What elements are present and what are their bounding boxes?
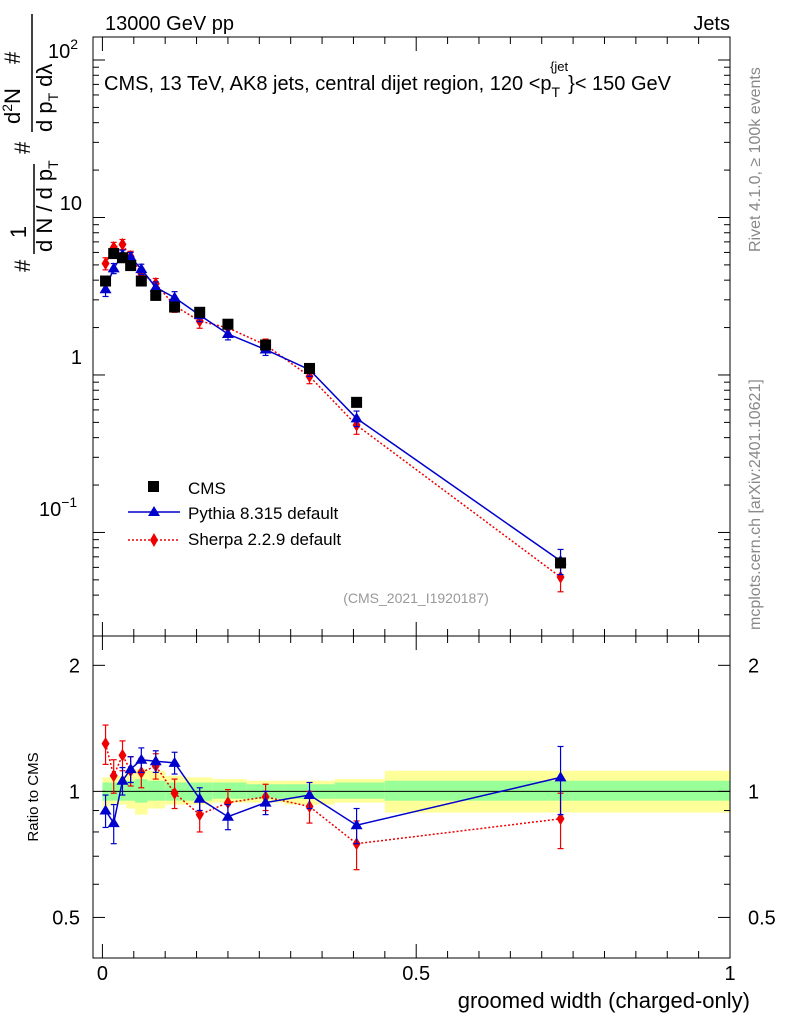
xtick-label: 0.5 bbox=[402, 963, 430, 985]
ratio-ytick-label: 2 bbox=[69, 655, 80, 677]
pythia-point bbox=[107, 262, 120, 273]
ratio-pythia-point bbox=[554, 771, 567, 782]
ratio-marks bbox=[99, 724, 567, 871]
x-axis-label: groomed width (charged-only) bbox=[458, 988, 750, 1013]
svg-text:d pTdλ: d pTdλ bbox=[32, 64, 61, 132]
ratio-pythia-point bbox=[124, 763, 137, 774]
cms-point bbox=[116, 252, 128, 264]
ratio-sherpa-point bbox=[118, 748, 127, 762]
main-ticks bbox=[93, 37, 731, 636]
pythia-point bbox=[99, 283, 112, 294]
ratio-ticks bbox=[93, 636, 731, 958]
ratio-band-inner bbox=[334, 782, 385, 799]
ratio-band-inner bbox=[147, 780, 166, 801]
ratio-pythia-point bbox=[259, 796, 272, 807]
mcplots-label: mcplots.cern.ch [arXiv:2401.10621] bbox=[747, 379, 764, 630]
pythia-point bbox=[149, 281, 162, 292]
ratio-pythia-point bbox=[135, 753, 148, 764]
svg-text:1: 1 bbox=[6, 226, 31, 238]
ratio-sherpa-point bbox=[556, 812, 565, 826]
legend-sherpa-marker bbox=[150, 533, 158, 547]
ratio-pythia-point bbox=[107, 817, 120, 828]
ratio-pythia-point bbox=[303, 789, 316, 800]
cms-point bbox=[222, 318, 234, 330]
ytick-label-10: 10 bbox=[60, 193, 82, 215]
ratio-sherpa-point bbox=[223, 796, 232, 810]
ratio-ytick-label-right: 1 bbox=[748, 781, 759, 803]
chart-title: CMS, 13 TeV, AK8 jets, central dijet reg… bbox=[104, 59, 672, 100]
ratio-pythia-point bbox=[350, 819, 363, 830]
legend-sherpa-label: Sherpa 2.2.9 default bbox=[188, 530, 341, 549]
ratio-ytick-label-right: 2 bbox=[748, 655, 759, 677]
ratio-pythia-point bbox=[116, 774, 129, 785]
ratio-ytick-label-right: 0.5 bbox=[748, 907, 776, 929]
header-right: Jets bbox=[693, 13, 730, 35]
cms-point bbox=[260, 339, 272, 351]
ratio-pythia-point bbox=[99, 804, 112, 815]
ratio-band-inner bbox=[212, 782, 247, 799]
cms-point bbox=[194, 306, 206, 318]
y-axis-label: # 1 d N / d pT # d2N d pTdλ # bbox=[0, 14, 61, 272]
sherpa-point bbox=[101, 257, 110, 271]
ratio-panel: 0.5 0.51 12 2 0 0.5 1 Ratio to CMS groomed wi… bbox=[25, 635, 776, 1013]
cms-point bbox=[125, 260, 137, 272]
legend-pythia-label: Pythia 8.315 default bbox=[188, 504, 339, 523]
ytick-label-0.1: 10−1 bbox=[39, 494, 77, 521]
cms-point bbox=[555, 557, 567, 569]
pythia-point bbox=[350, 412, 363, 423]
ytick-label-1: 1 bbox=[71, 347, 82, 369]
svg-text:d2N: d2N bbox=[0, 88, 25, 124]
xtick-label: 0 bbox=[97, 963, 108, 985]
cms-point bbox=[150, 289, 162, 301]
ratio-sherpa-point bbox=[109, 769, 118, 783]
legend-cms-marker bbox=[148, 481, 159, 492]
pythia-point bbox=[135, 263, 148, 274]
cms-point bbox=[135, 275, 147, 287]
legend-pythia-marker bbox=[148, 506, 160, 516]
ratio-y-axis-label: Ratio to CMS bbox=[25, 752, 42, 841]
ratio-band-inner bbox=[384, 780, 730, 801]
header-left: 13000 GeV pp bbox=[105, 13, 234, 35]
cms-point bbox=[100, 275, 112, 287]
svg-text:#: # bbox=[10, 259, 35, 272]
ratio-pythia-point bbox=[193, 792, 206, 803]
ratio-xtick-labels: 0 0.5 1 bbox=[97, 963, 736, 985]
sherpa-point bbox=[556, 570, 565, 584]
ratio-pythia-point bbox=[149, 755, 162, 766]
svg-text:d N / d pT: d N / d pT bbox=[32, 160, 61, 252]
main-panel: 102 10 1 10−1 CMS, 13 TeV, AK8 jets, cen… bbox=[0, 14, 731, 637]
ratio-bands bbox=[102, 769, 730, 815]
legend-cms-label: CMS bbox=[188, 479, 226, 498]
cms-point bbox=[351, 396, 363, 408]
sherpa-point bbox=[118, 237, 127, 251]
ratio-sherpa-point bbox=[170, 786, 179, 800]
pythia-point bbox=[168, 291, 181, 302]
cms-point bbox=[304, 362, 316, 374]
svg-text:#: # bbox=[0, 51, 25, 64]
ratio-pythia-point bbox=[168, 756, 181, 767]
svg-text:#: # bbox=[10, 141, 35, 154]
ratio-band-inner bbox=[126, 780, 136, 801]
main-marks bbox=[99, 237, 567, 593]
ratio-ytick-label: 0.5 bbox=[52, 907, 80, 929]
ratio-sherpa-point bbox=[101, 737, 110, 751]
ratio-ytick-label: 1 bbox=[69, 781, 80, 803]
legend: CMS Pythia 8.315 default Sherpa 2.2.9 de… bbox=[128, 479, 341, 549]
cms-point bbox=[108, 248, 120, 260]
pythia-point bbox=[221, 328, 234, 339]
ratio-pythia-point bbox=[221, 810, 234, 821]
watermark: (CMS_2021_I1920187) bbox=[343, 590, 489, 606]
rivet-label: Rivet 4.1.0, ≥ 100k events bbox=[747, 67, 764, 252]
cms-point bbox=[169, 301, 181, 313]
ratio-ytick-labels: 0.5 0.5 1 1 2 2 bbox=[52, 655, 776, 929]
ytick-label-100: 102 bbox=[48, 36, 78, 63]
ratio-band-inner bbox=[135, 779, 148, 803]
ratio-frame bbox=[92, 635, 731, 959]
xtick-label: 1 bbox=[724, 963, 735, 985]
ratio-sherpa-point bbox=[195, 808, 204, 822]
